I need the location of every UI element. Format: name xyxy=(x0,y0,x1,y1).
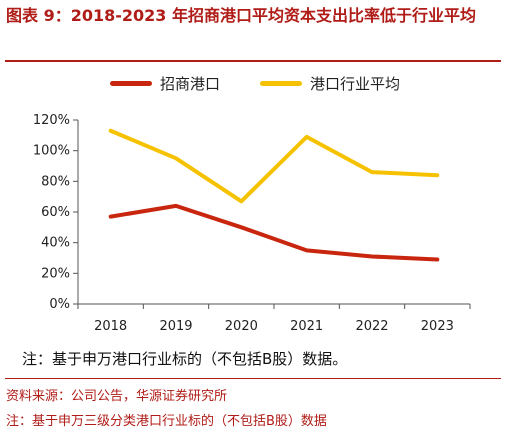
legend-label-series-1: 招商港口 xyxy=(160,75,221,93)
line-chart: 0% 20% 40% 60% 80% 100% 120% 2018 2019 2020 2021 20… xyxy=(33,113,471,334)
series-line-1 xyxy=(108,203,440,262)
figure-title: 图表 9：2018-2023 年招商港口平均资本支出比率低于行业平均 xyxy=(6,6,476,25)
legend-swatch-series-1 xyxy=(110,81,152,86)
x-tick-label: 2019 xyxy=(159,319,192,334)
legend-item-series-1: 招商港口 xyxy=(110,73,220,94)
y-tick-label: 40% xyxy=(41,236,70,251)
series-line-2 xyxy=(108,128,440,204)
chart-note: 注：基于申万港口行业标的（不包括B股）数据。 xyxy=(22,350,348,368)
y-tick-label: 100% xyxy=(33,144,70,159)
x-tick-label: 2023 xyxy=(421,319,454,334)
title-divider xyxy=(5,60,501,62)
legend-swatch-series-2 xyxy=(260,81,302,86)
bottom-divider xyxy=(5,378,501,379)
x-tick-label: 2018 xyxy=(94,319,127,334)
legend-item-series-2: 港口行业平均 xyxy=(260,73,400,94)
legend-label-series-2: 港口行业平均 xyxy=(310,75,401,93)
chart-legend: 招商港口 港口行业平均 xyxy=(0,70,506,100)
footnote-line: 注：基于申万三级分类港口行业标的（不包括B股）数据 xyxy=(6,414,327,429)
y-tick-label: 80% xyxy=(41,174,70,189)
x-tick-label: 2021 xyxy=(290,319,323,334)
x-tick-label: 2020 xyxy=(225,319,258,334)
y-tick-label: 20% xyxy=(41,266,70,281)
y-tick-label: 0% xyxy=(49,297,70,312)
y-tick-label: 120% xyxy=(33,113,70,128)
y-tick-label: 60% xyxy=(41,205,70,220)
x-tick-label: 2022 xyxy=(355,319,388,334)
source-line: 资料来源：公司公告，华源证券研究所 xyxy=(6,389,228,404)
